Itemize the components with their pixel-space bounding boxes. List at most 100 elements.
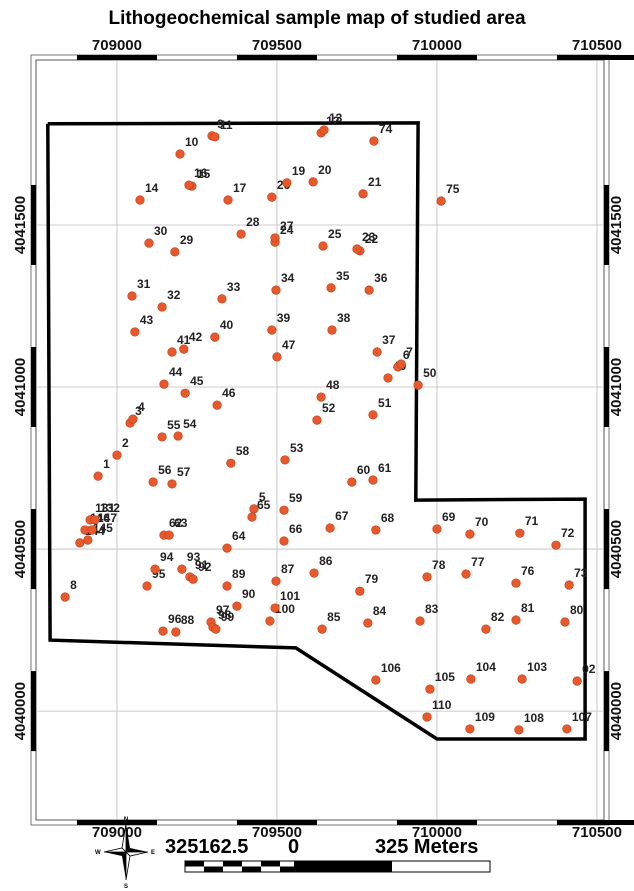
- frame-tick: [76, 820, 157, 825]
- sample-label: 78: [432, 558, 446, 572]
- sample-label: 50: [423, 366, 437, 380]
- y-tick-label: 4041500: [12, 196, 29, 254]
- sample-point: [270, 603, 280, 613]
- sample-label: 101: [280, 589, 300, 603]
- sample-point: [223, 195, 233, 205]
- x-tick-label: 710000: [412, 824, 462, 841]
- sample-point: [352, 244, 362, 254]
- frame-tick: [556, 55, 634, 60]
- sample-label: 64: [232, 529, 246, 543]
- sample-point: [173, 431, 183, 441]
- sample-label: 31: [137, 277, 151, 291]
- sample-label: 19: [292, 164, 306, 178]
- sample-label: 66: [289, 522, 303, 536]
- sample-label: 76: [521, 564, 535, 578]
- sample-point: [167, 347, 177, 357]
- sample-label: 85: [327, 610, 341, 624]
- frame-tick: [604, 347, 609, 428]
- sample-point: [318, 241, 328, 251]
- sample-point: [249, 504, 259, 514]
- sample-point: [364, 285, 374, 295]
- sample-label: 71: [525, 514, 539, 528]
- sample-point: [514, 725, 524, 735]
- y-tick-label: 4040500: [608, 520, 625, 578]
- sample-label: 3: [135, 404, 142, 418]
- frame-tick: [31, 671, 36, 752]
- sample-point: [515, 528, 525, 538]
- sample-label: 52: [322, 401, 336, 415]
- sample-label: 6: [403, 348, 410, 362]
- sample-label: 33: [227, 280, 241, 294]
- sample-point: [413, 380, 423, 390]
- sample-label: 39: [277, 311, 291, 325]
- sample-label: 54: [183, 417, 197, 431]
- scale-label: 325 Meters: [375, 836, 478, 858]
- sample-point: [236, 229, 246, 239]
- sample-label: 44: [169, 365, 183, 379]
- sample-label: 8: [70, 578, 77, 592]
- sample-label: 9: [217, 117, 224, 131]
- sample-label: 22: [365, 232, 379, 246]
- sample-label: 106: [381, 661, 401, 675]
- sample-point: [211, 624, 221, 634]
- sample-point: [465, 529, 475, 539]
- y-tick-label: 4041500: [608, 196, 625, 254]
- sample-label: 69: [442, 510, 456, 524]
- sample-point: [560, 617, 570, 627]
- sample-point: [279, 536, 289, 546]
- sample-label: 72: [561, 526, 575, 540]
- sample-point: [316, 392, 326, 402]
- sample-point: [372, 347, 382, 357]
- y-tick-label: 4040000: [12, 682, 29, 740]
- sample-point: [358, 189, 368, 199]
- sample-point: [271, 576, 281, 586]
- sample-label: 7: [406, 345, 413, 359]
- sample-point: [179, 344, 189, 354]
- sample-label: 30: [154, 224, 168, 238]
- sample-label: 02: [582, 662, 596, 676]
- frame-tick: [604, 509, 609, 590]
- compass-label: E: [151, 850, 155, 856]
- sample-label: 96: [168, 612, 182, 626]
- sample-point: [272, 352, 282, 362]
- sample-label: 73: [574, 566, 588, 580]
- frame-tick: [396, 820, 477, 825]
- sample-label: 11: [220, 118, 233, 132]
- sample-point: [128, 414, 138, 424]
- sample-point: [60, 592, 70, 602]
- sample-point: [83, 535, 93, 545]
- sample-label: 28: [246, 215, 260, 229]
- frame-tick: [236, 820, 317, 825]
- sample-point: [317, 624, 327, 634]
- sample-label: 13: [329, 111, 343, 125]
- sample-point: [383, 373, 393, 383]
- sample-label: 42: [189, 330, 203, 344]
- sample-point: [325, 523, 335, 533]
- sample-label: 147: [97, 511, 117, 525]
- sample-point: [175, 149, 185, 159]
- sample-point: [415, 616, 425, 626]
- sample-label: 89: [232, 567, 246, 581]
- sample-point: [247, 512, 257, 522]
- sample-point: [371, 525, 381, 535]
- sample-point: [326, 283, 336, 293]
- sample-label: 104: [476, 660, 496, 674]
- sample-label: 20: [318, 163, 332, 177]
- sample-point: [425, 684, 435, 694]
- sample-label: 46: [222, 386, 236, 400]
- sample-label: 68: [381, 511, 395, 525]
- frame-tick: [604, 184, 609, 265]
- sample-point: [210, 332, 220, 342]
- sample-label: 63: [174, 516, 188, 530]
- sample-label: 59: [289, 491, 303, 505]
- north-arrow: N E S W: [95, 817, 155, 890]
- sample-label: 77: [471, 555, 485, 569]
- sample-point: [368, 475, 378, 485]
- sample-label: 98: [218, 608, 232, 622]
- sample-label: 58: [236, 444, 250, 458]
- x-tick-label: 710500: [572, 824, 622, 841]
- sample-point: [150, 564, 160, 574]
- frame-tick: [396, 55, 477, 60]
- compass-label: N: [124, 817, 128, 823]
